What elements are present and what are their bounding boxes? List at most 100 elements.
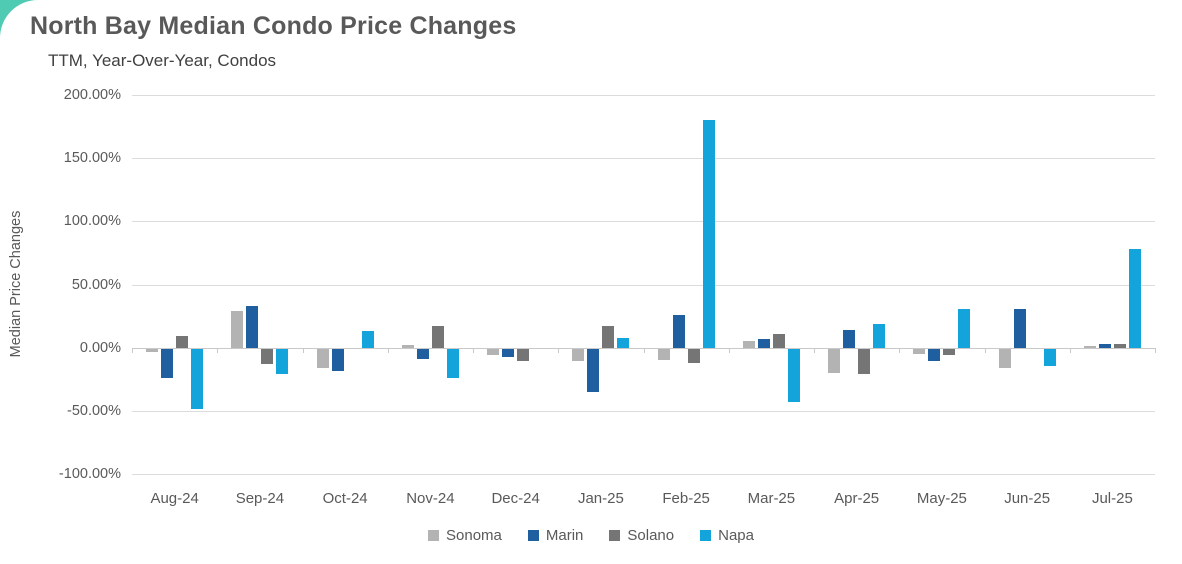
- y-axis-tick-label: 100.00%: [63, 213, 121, 230]
- bar-sonoma-dec-24: [487, 348, 500, 355]
- x-axis-line: [132, 347, 1155, 349]
- bar-solano-apr-25: [858, 348, 871, 374]
- legend-label-sonoma: Sonoma: [446, 527, 502, 544]
- bar-marin-aug-24: [161, 348, 174, 378]
- bar-sonoma-oct-24: [316, 348, 329, 368]
- bar-sonoma-mar-25: [742, 341, 755, 348]
- bar-solano-jul-25: [1113, 343, 1126, 348]
- chart-title: North Bay Median Condo Price Changes: [30, 12, 517, 40]
- bar-marin-jan-25: [587, 348, 600, 392]
- bar-marin-sep-24: [246, 306, 259, 348]
- bar-group-sep-24: [217, 95, 302, 474]
- bar-solano-may-25: [943, 348, 956, 355]
- bar-napa-aug-24: [191, 348, 204, 410]
- bar-sonoma-jun-25: [998, 348, 1011, 368]
- bar-sonoma-nov-24: [401, 345, 414, 348]
- x-axis-label-jul-25: Jul-25: [1091, 490, 1133, 507]
- bar-solano-nov-24: [431, 326, 444, 348]
- x-axis-label-jan-25: Jan-25: [577, 490, 624, 507]
- legend-swatch-sonoma: [428, 530, 440, 541]
- bar-napa-jan-25: [617, 337, 630, 348]
- y-axis-tick-label: 200.00%: [63, 87, 121, 103]
- axis-tick: [729, 347, 730, 353]
- bar-marin-dec-24: [502, 348, 515, 358]
- axis-tick: [388, 347, 389, 353]
- bar-marin-apr-25: [843, 330, 856, 348]
- bar-napa-jul-25: [1128, 249, 1141, 348]
- gridline: [132, 158, 1155, 160]
- bar-group-jan-25: [558, 95, 643, 474]
- bar-napa-mar-25: [787, 348, 800, 402]
- bar-group-apr-25: [814, 95, 899, 474]
- y-axis-tick-label: -100.00%: [58, 466, 121, 482]
- x-axis-label-may-25: May-25: [916, 490, 967, 507]
- plot-area: [132, 95, 1156, 475]
- bar-napa-jun-25: [1043, 348, 1056, 367]
- bar-marin-may-25: [928, 348, 941, 362]
- bar-sonoma-jan-25: [572, 348, 585, 362]
- bar-marin-nov-24: [416, 348, 429, 359]
- bar-group-mar-25: [729, 95, 814, 474]
- bar-sonoma-may-25: [913, 348, 926, 354]
- x-axis-label-apr-25: Apr-25: [834, 490, 880, 507]
- axis-tick: [899, 347, 900, 353]
- axis-tick: [1155, 347, 1156, 353]
- bar-solano-sep-24: [261, 348, 274, 364]
- axis-tick: [303, 347, 304, 353]
- chart-subtitle: TTM, Year-Over-Year, Condos: [48, 51, 277, 70]
- bar-marin-feb-25: [672, 314, 685, 348]
- x-axis-label-nov-24: Nov-24: [406, 490, 455, 507]
- gridline: [132, 95, 1155, 96]
- bar-group-jun-25: [985, 95, 1070, 474]
- bar-group-nov-24: [388, 95, 473, 474]
- legend-label-napa: Napa: [718, 527, 754, 544]
- gridline: [132, 410, 1155, 412]
- bar-napa-oct-24: [361, 331, 374, 348]
- axis-tick: [985, 347, 986, 353]
- axis-tick: [132, 347, 133, 353]
- bar-solano-jan-25: [602, 326, 615, 348]
- bar-sonoma-aug-24: [146, 348, 159, 353]
- bar-napa-apr-25: [873, 323, 886, 348]
- bar-sonoma-jul-25: [1083, 346, 1096, 348]
- bar-solano-aug-24: [176, 336, 189, 348]
- legend-label-marin: Marin: [545, 527, 584, 544]
- bar-group-jul-25: [1070, 95, 1155, 474]
- y-axis-tick-label: -50.00%: [66, 402, 121, 419]
- bar-marin-jul-25: [1098, 343, 1111, 348]
- legend-label-solano: Solano: [627, 527, 675, 544]
- legend-swatch-marin: [527, 530, 539, 541]
- bar-group-may-25: [899, 95, 984, 474]
- x-axis-label-jun-25: Jun-25: [1004, 490, 1051, 507]
- bar-solano-feb-25: [687, 348, 700, 363]
- x-axis-label-sep-24: Sep-24: [235, 490, 285, 507]
- axis-tick: [644, 347, 645, 353]
- legend-swatch-napa: [700, 530, 712, 541]
- bar-marin-mar-25: [757, 338, 770, 348]
- legend-item-sonoma: Sonoma: [428, 527, 502, 544]
- bar-sonoma-sep-24: [231, 311, 244, 348]
- bar-group-feb-25: [644, 95, 729, 474]
- gridline: [132, 474, 1155, 475]
- legend-item-napa: Napa: [700, 527, 754, 544]
- bar-solano-mar-25: [772, 333, 785, 348]
- y-axis-tick-label: 50.00%: [71, 276, 121, 293]
- bar-solano-dec-24: [517, 348, 530, 362]
- legend-swatch-solano: [609, 530, 621, 541]
- x-axis-label-aug-24: Aug-24: [150, 490, 199, 507]
- y-axis-tick-label: 0.00%: [79, 339, 121, 356]
- x-axis-label-dec-24: Dec-24: [491, 490, 540, 507]
- legend-item-solano: Solano: [609, 527, 674, 544]
- axis-tick: [1070, 347, 1071, 353]
- gridline: [132, 284, 1155, 286]
- y-axis-tick-label: 150.00%: [63, 150, 121, 167]
- bar-napa-may-25: [958, 308, 971, 348]
- x-axis-labels: Aug-24 Sep-24 Oct-24 Nov-24 Dec-24 Jan-25 Feb-…: [132, 490, 1155, 507]
- axis-tick: [814, 347, 815, 353]
- bar-napa-feb-25: [702, 120, 715, 348]
- gridline: [132, 221, 1155, 223]
- bar-marin-oct-24: [331, 348, 344, 372]
- bar-sonoma-apr-25: [828, 348, 841, 373]
